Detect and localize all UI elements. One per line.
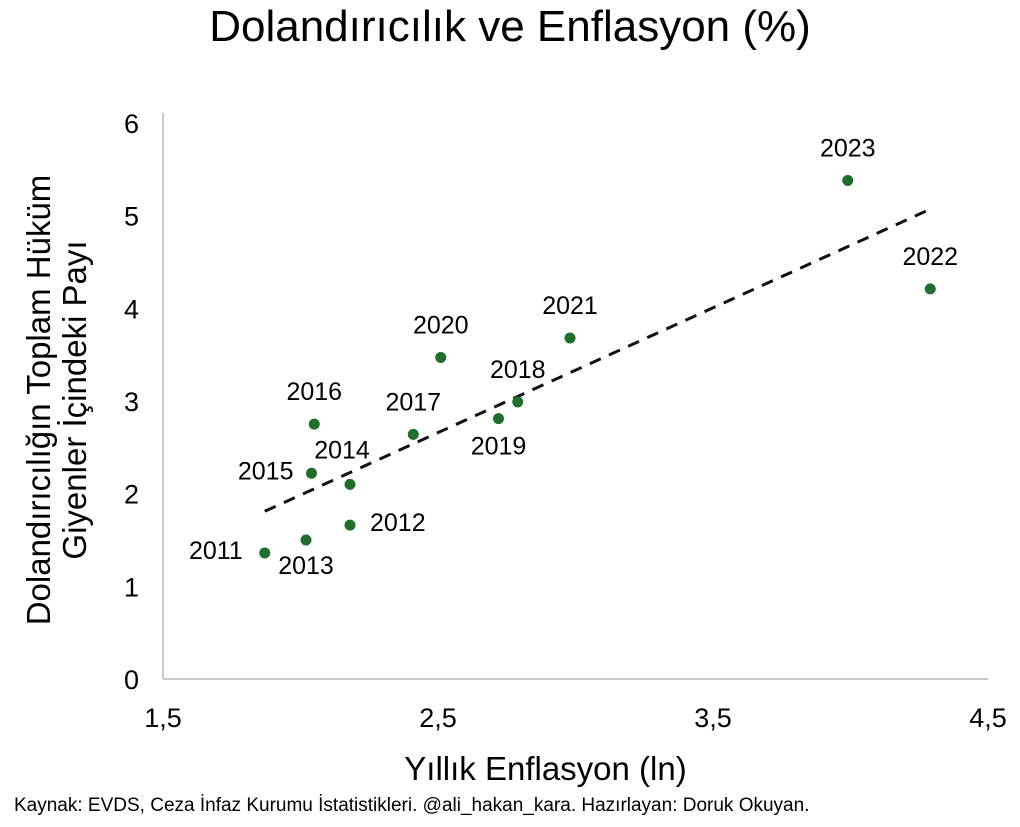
x-tick-label: 1,5 [144, 703, 182, 733]
data-point [493, 413, 504, 425]
data-point-label: 2016 [286, 378, 342, 406]
y-tick-label: 0 [124, 665, 139, 695]
data-point [300, 534, 312, 546]
data-point [344, 519, 356, 531]
y-tick-label: 6 [124, 109, 139, 139]
data-point-label: 2013 [278, 552, 334, 580]
y-tick-label: 3 [124, 387, 139, 417]
x-tick-label: 4,5 [969, 703, 1007, 733]
data-point-label: 2021 [542, 292, 598, 320]
data-point [564, 332, 576, 344]
data-point-label: 2023 [820, 134, 876, 162]
trendline [264, 207, 931, 513]
data-point [512, 396, 524, 408]
data-point [842, 174, 854, 186]
x-tick-label: 3,5 [694, 703, 732, 733]
data-point [259, 547, 271, 559]
data-point-label: 2017 [385, 388, 441, 416]
data-point-label: 2011 [189, 537, 243, 565]
y-tick-label: 2 [124, 480, 139, 510]
data-point-label: 2018 [490, 356, 546, 384]
x-axis-label: Yıllık Enflasyon (ln) [404, 750, 686, 787]
data-point-label: 2022 [902, 243, 958, 271]
y-tick-label: 5 [124, 202, 139, 232]
data-point-label: 2014 [314, 436, 370, 464]
y-axis-label: Dolandırıcılığın Toplam Hüküm [20, 175, 57, 626]
data-point [306, 467, 317, 479]
data-point-label: 2019 [471, 433, 527, 461]
data-point-label: 2020 [413, 311, 469, 339]
data-point [924, 283, 936, 295]
data-point-label: 2012 [370, 509, 426, 537]
y-tick-label: 1 [124, 572, 139, 602]
data-point-label: 2015 [238, 457, 294, 485]
data-point [308, 418, 320, 430]
data-point [344, 478, 356, 490]
x-tick-label: 2,5 [419, 703, 457, 733]
source-note: Kaynak: EVDS, Ceza İnfaz Kurumu İstatist… [14, 795, 810, 816]
y-axis-label: Giyenler İçindeki Payı [56, 240, 93, 559]
chart-title: Dolandırıcılık ve Enflasyon (%) [209, 2, 811, 51]
y-tick-label: 4 [124, 294, 139, 324]
data-point [435, 351, 447, 363]
data-point [407, 428, 419, 440]
